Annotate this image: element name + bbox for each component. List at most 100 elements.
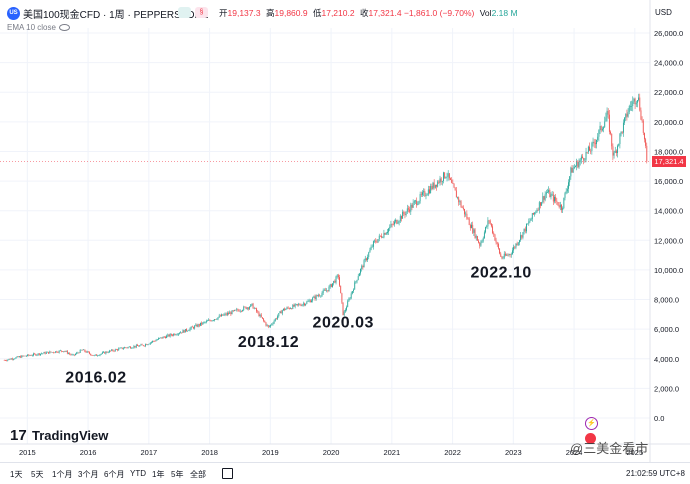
- clock[interactable]: 21:02:59 UTC+8: [626, 469, 685, 478]
- candle-body: [69, 353, 71, 355]
- candle-body: [502, 257, 504, 259]
- candle-body: [371, 246, 373, 248]
- candle-body: [242, 310, 244, 312]
- candle-body: [474, 229, 476, 238]
- candle-body: [314, 296, 316, 300]
- calendar-icon[interactable]: [222, 468, 233, 479]
- timeframe-all-button[interactable]: 全部: [190, 470, 206, 479]
- candle-body: [354, 282, 356, 290]
- symbol-icon[interactable]: US: [7, 7, 20, 20]
- data-flag-icon[interactable]: §: [195, 7, 208, 18]
- candle-body: [404, 213, 406, 215]
- candle-body: [235, 309, 237, 311]
- candle-body: [9, 358, 11, 360]
- candle-body: [496, 242, 498, 244]
- candle-body: [643, 132, 645, 140]
- candle-body: [226, 312, 228, 315]
- timeframe-6m-button[interactable]: 6个月: [104, 470, 125, 479]
- high-label: 高: [265, 8, 275, 18]
- candle-body: [107, 352, 109, 354]
- candle-body: [6, 360, 8, 362]
- candle-body: [399, 216, 401, 222]
- timeframe-5y-button[interactable]: 5年: [171, 470, 184, 479]
- candle-body: [403, 211, 405, 214]
- candle-body: [33, 353, 34, 356]
- ema-indicator[interactable]: EMA 10 close: [7, 23, 70, 32]
- candle-body: [202, 322, 204, 325]
- candle-body: [64, 351, 66, 352]
- vol-value: 2.18 M: [491, 8, 518, 18]
- candle-body: [472, 224, 474, 233]
- currency-label[interactable]: USD: [655, 8, 672, 17]
- date-annotation: 2022.10: [470, 264, 531, 281]
- eye-icon[interactable]: [58, 24, 70, 32]
- candle-body: [214, 319, 215, 321]
- candle-body: [66, 351, 68, 354]
- candle-body: [13, 359, 15, 360]
- candle-body: [148, 343, 150, 345]
- candle-body: [621, 131, 623, 133]
- candle-body: [125, 347, 127, 348]
- timeframe-3m-button[interactable]: 3个月: [78, 470, 99, 479]
- candle-body: [480, 242, 482, 246]
- candle-body: [252, 303, 254, 309]
- candle-body: [525, 223, 527, 232]
- candle-body: [535, 212, 537, 213]
- candle-body: [515, 243, 517, 248]
- candle-body: [229, 312, 231, 314]
- candle-body: [49, 351, 51, 354]
- candle-body: [138, 345, 140, 347]
- candle-body: [267, 325, 269, 327]
- candle-body: [249, 306, 251, 309]
- candle-body: [612, 146, 614, 156]
- candle-body: [471, 224, 472, 229]
- timeframe-5d-button[interactable]: 5天: [31, 470, 44, 479]
- candle-body: [460, 201, 462, 207]
- candle-body: [400, 216, 402, 219]
- candle-body: [62, 351, 64, 352]
- candle-body: [190, 326, 192, 329]
- candle-body: [390, 224, 392, 227]
- candle-body: [243, 306, 245, 311]
- timeframe-1y-button[interactable]: 1年: [152, 470, 165, 479]
- candle-body: [412, 202, 414, 208]
- candle-body: [158, 338, 159, 340]
- candle-body: [528, 221, 530, 224]
- candle-body: [492, 226, 494, 234]
- candle-body: [440, 178, 442, 182]
- market-status-icon[interactable]: [178, 7, 191, 18]
- candle-body: [485, 227, 487, 233]
- candle-body: [18, 356, 20, 358]
- annotations: 2016.02 2018.12 2020.03 2022.10: [65, 264, 531, 386]
- lightning-icon[interactable]: ⚡: [585, 417, 598, 430]
- candle-body: [334, 280, 336, 283]
- candle-body: [286, 307, 288, 309]
- timeframe-1m-button[interactable]: 1个月: [52, 470, 73, 479]
- candle-body: [200, 322, 201, 326]
- candle-body: [87, 351, 89, 353]
- candle-body: [640, 110, 642, 120]
- candle-body: [642, 120, 644, 133]
- candle-body: [549, 190, 551, 198]
- candle-body: [332, 283, 333, 287]
- candle-body: [479, 242, 481, 246]
- candle-body: [313, 296, 315, 298]
- symbol-title[interactable]: 美国100现金CFD · 1周 · PEPPERSTONE: [23, 10, 209, 21]
- candle-body: [513, 246, 515, 251]
- candle-body: [617, 145, 619, 153]
- candle-body: [402, 211, 404, 219]
- timeframe-ytd-button[interactable]: YTD: [130, 469, 146, 478]
- candle-body: [323, 290, 325, 291]
- candle-body: [162, 336, 164, 339]
- candle-body: [376, 242, 378, 243]
- last-price-tag: 17,321.4: [652, 156, 686, 167]
- flag-icon[interactable]: [585, 433, 596, 444]
- candle-body: [573, 167, 575, 168]
- candle-body: [536, 209, 538, 213]
- timeframe-1d-button[interactable]: 1天: [10, 470, 23, 479]
- candle-body: [149, 342, 151, 344]
- candle-body: [253, 308, 255, 309]
- candle-body: [75, 353, 76, 355]
- candle-body: [210, 320, 212, 322]
